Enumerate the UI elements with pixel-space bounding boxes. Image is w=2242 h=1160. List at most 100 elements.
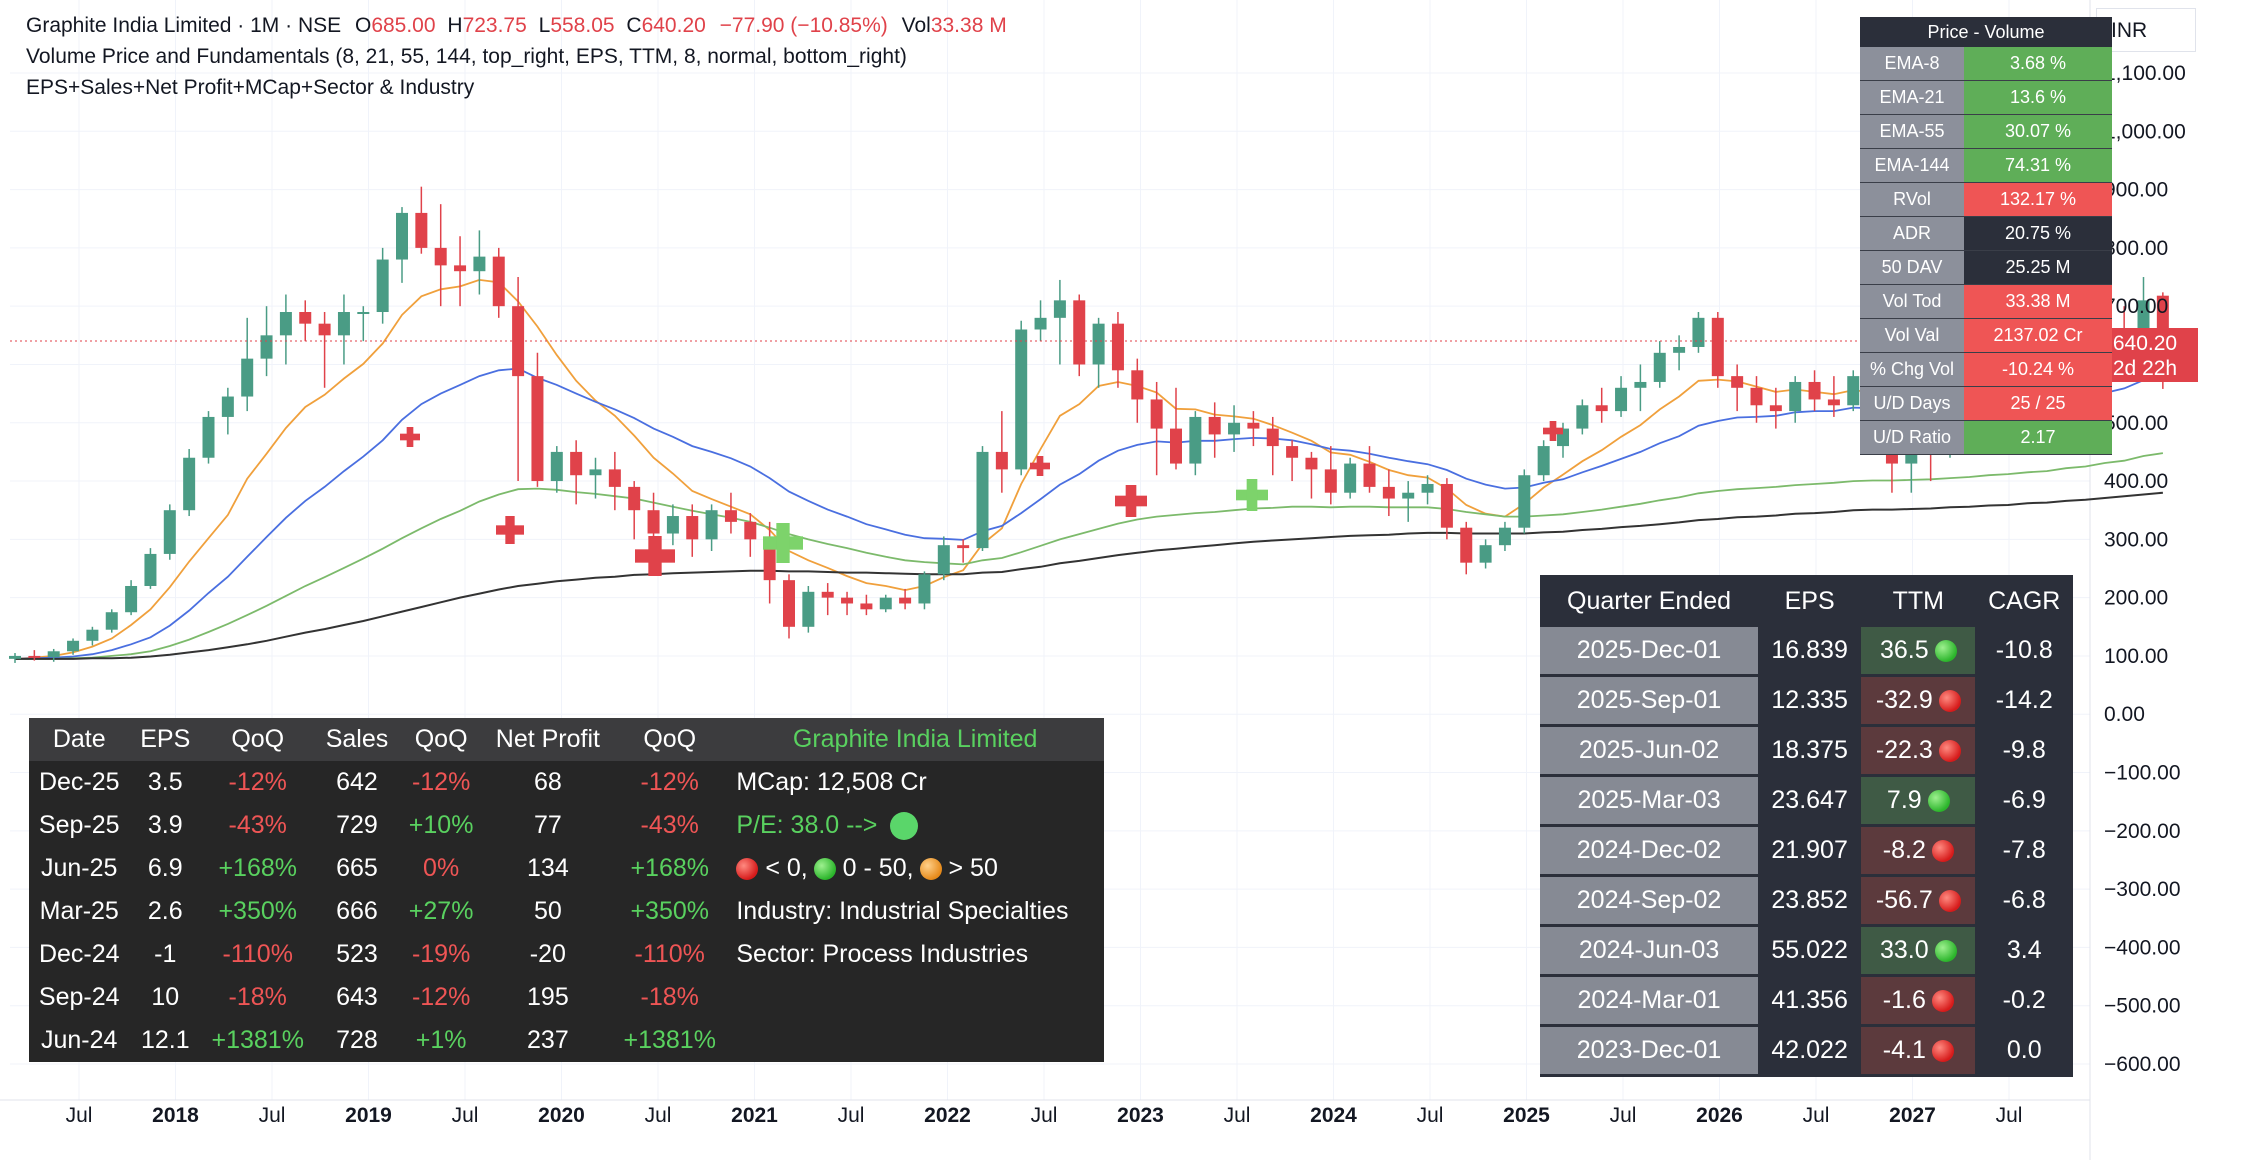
time-axis-label: Jul (1417, 1104, 1444, 1127)
pv-metric-value: 20.75 % (1964, 216, 2112, 251)
indicator-sub-legend[interactable]: EPS+Sales+Net Profit+MCap+Sector & Indus… (26, 76, 475, 99)
pv-metric-label: EMA-55 (1860, 114, 1964, 149)
price-volume-row: EMA-21 13.6 % (1860, 80, 2112, 115)
candle-body (802, 591, 815, 627)
indicator-legend[interactable]: Volume Price and Fundamentals (8, 21, 55… (26, 45, 907, 68)
fund-sales: 665 (336, 854, 378, 882)
candle-body (1305, 457, 1318, 470)
qt-ttm-cell: -56.7 (1861, 877, 1976, 924)
pv-metric-label: Vol Val (1860, 318, 1964, 353)
candle-body (1789, 381, 1802, 412)
signal-cross-icon (648, 536, 662, 576)
fund-date: Dec-24 (38, 940, 120, 968)
ema-144-line (15, 491, 2163, 660)
qt-quarter: 2025-Dec-01 (1540, 627, 1759, 674)
time-axis-label: 2027 (1889, 1104, 1936, 1127)
fund-date: Jun-25 (41, 854, 118, 882)
candle-body (1460, 527, 1473, 563)
fund-np-qoq: +350% (630, 897, 709, 925)
candle-body (67, 640, 80, 652)
orange-dot-icon (919, 858, 942, 881)
pv-metric-label: EMA-21 (1860, 80, 1964, 115)
red-dot-icon (1938, 740, 1961, 763)
price-axis-label: 0.00 (2104, 703, 2145, 726)
qt-header-quarter: Quarter Ended (1540, 578, 1759, 624)
qt-ttm: -22.3 (1875, 736, 1933, 764)
candle-body (337, 312, 350, 336)
fund-date: Jun-24 (41, 1026, 118, 1054)
fund-np-qoq: -43% (640, 811, 699, 839)
fund-net-profit: 68 (533, 768, 562, 796)
volume-label: Vol (901, 14, 931, 37)
fund-eps: 3.9 (147, 811, 183, 839)
price-axis-label: 100.00 (2104, 645, 2168, 668)
qt-eps: 42.022 (1758, 1027, 1862, 1074)
candle-body (318, 323, 331, 336)
qt-header-ttm: TTM (1861, 578, 1976, 624)
ohlc-low: 558.05 (550, 14, 615, 37)
qt-ttm: -1.6 (1882, 986, 1926, 1014)
candle-body (550, 451, 563, 482)
qt-cagr: 0.0 (1975, 1027, 2073, 1074)
price-axis-label: −500.00 (2104, 995, 2181, 1018)
candle-body (1808, 381, 1821, 400)
candle-body (1015, 329, 1028, 470)
candle-body (724, 510, 737, 522)
qt-cagr: -14.2 (1975, 677, 2073, 724)
qt-ttm: 7.9 (1886, 786, 1922, 814)
candle-body (1247, 422, 1260, 429)
ohlc-open-label: O (354, 14, 372, 37)
candle-body (512, 306, 525, 377)
time-axis-label: Jul (1224, 1104, 1251, 1127)
candle-body (183, 457, 196, 511)
qt-eps: 41.356 (1758, 977, 1862, 1024)
price-axis-label: 900.00 (2104, 179, 2168, 202)
fund-net-profit: 50 (533, 897, 562, 925)
candle-body (1653, 352, 1666, 382)
candle-body (1421, 483, 1434, 493)
qt-ttm: -56.7 (1875, 886, 1933, 914)
currency-button[interactable]: INR (2096, 8, 2196, 52)
candle-body (918, 574, 931, 604)
candle-body (86, 629, 99, 641)
price-volume-row: RVol 132.17 % (1860, 182, 2112, 217)
fund-header-net-profit: Net Profit (482, 718, 614, 761)
pv-metric-value: 13.6 % (1964, 80, 2112, 115)
qt-quarter: 2024-Mar-01 (1540, 977, 1759, 1024)
candle-body (879, 597, 892, 610)
candle-body (105, 612, 118, 630)
fund-sales-qoq: +1% (415, 1026, 467, 1054)
candle-body (492, 256, 505, 307)
qt-cagr: -9.8 (1975, 727, 2073, 774)
candle-body (1634, 381, 1647, 388)
qt-cagr: 3.4 (1975, 927, 2073, 974)
candle-body (1615, 387, 1628, 412)
candle-body (28, 655, 41, 658)
ema-55-line (15, 452, 2164, 660)
time-axis-label: Jul (1031, 1104, 1058, 1127)
qt-quarter: 2025-Mar-03 (1540, 777, 1759, 824)
candle-body (1363, 463, 1376, 487)
time-axis-label: Jul (259, 1104, 286, 1127)
time-axis-label: 2019 (345, 1104, 392, 1127)
pv-metric-value: 30.07 % (1964, 114, 2112, 149)
fund-np-qoq: -18% (640, 983, 699, 1011)
red-dot-icon (736, 858, 759, 881)
candle-body (1537, 446, 1550, 476)
qt-eps: 23.647 (1758, 777, 1862, 824)
fund-eps-qoq: +1381% (211, 1026, 304, 1054)
signal-cross-icon (1125, 485, 1137, 517)
fund-sales-qoq: -12% (411, 768, 471, 796)
candle-body (1208, 416, 1221, 435)
fund-eps: 2.6 (147, 897, 183, 925)
qt-eps: 12.335 (1758, 677, 1862, 724)
candle-body (279, 312, 292, 336)
qt-header-eps: EPS (1758, 578, 1862, 624)
candle-body (1034, 317, 1047, 330)
fundamentals-row: Sep-24 10 -18% 643 -12% 195 -18% (29, 976, 1104, 1019)
symbol-title[interactable]: Graphite India Limited · 1M · NSE (26, 14, 342, 37)
candle-body (221, 396, 234, 417)
price-axis-label: 400.00 (2104, 470, 2168, 493)
candle-body (125, 585, 138, 613)
time-axis-label: 2024 (1310, 1104, 1357, 1127)
